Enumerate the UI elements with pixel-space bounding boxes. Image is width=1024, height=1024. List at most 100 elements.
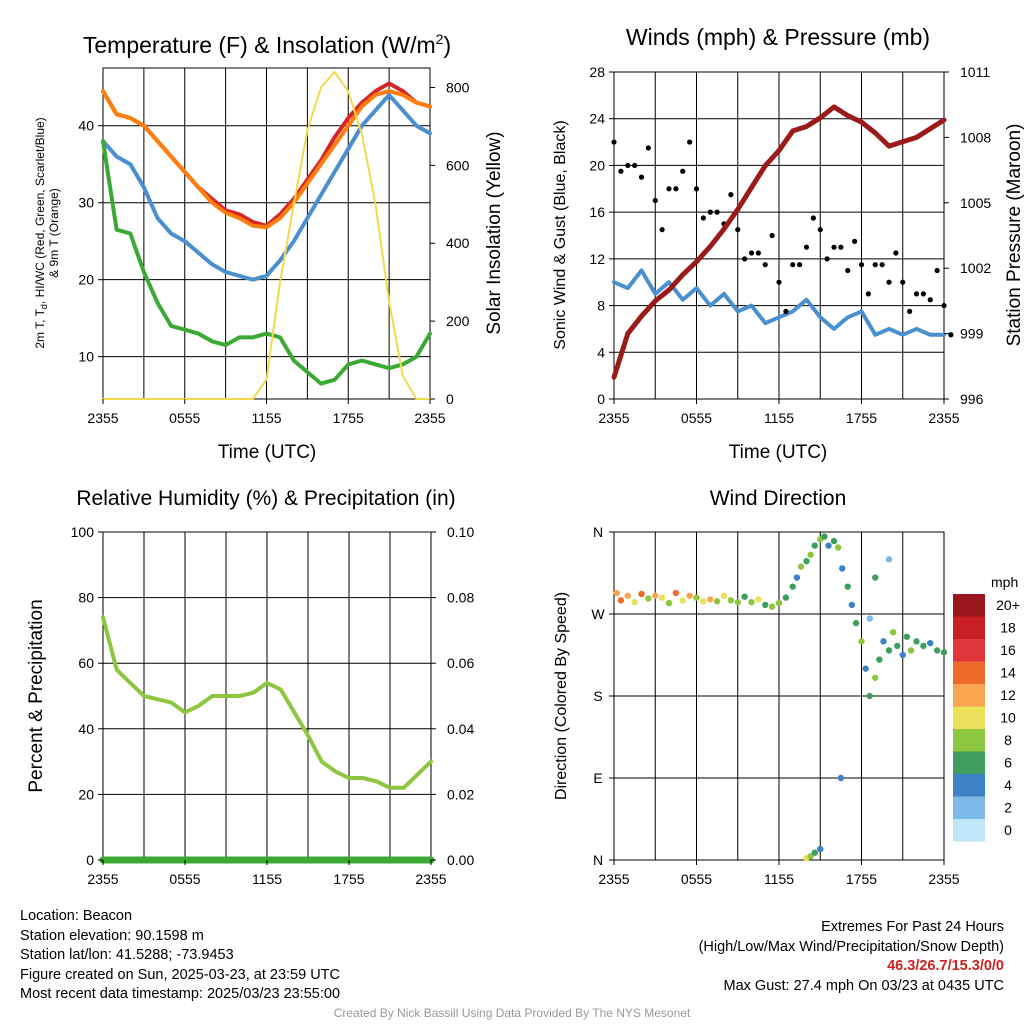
gust-point: [687, 139, 693, 145]
gust-point: [886, 279, 892, 285]
legend-label: 16: [1000, 642, 1016, 658]
gust-point: [920, 291, 926, 297]
y2-tick-label: 0.10: [447, 524, 474, 540]
gust-point: [673, 186, 679, 192]
gust-point: [735, 227, 741, 233]
gust-point: [879, 262, 885, 268]
gust-point: [707, 209, 713, 215]
gust-point: [803, 244, 810, 250]
wind-direction-point: [755, 596, 762, 603]
wind-direction-point: [907, 647, 915, 654]
winds-xlabel: Time (UTC): [729, 442, 828, 463]
extremes-subtitle: (High/Low/Max Wind/Precipitation/Snow De…: [698, 938, 1004, 955]
wind-direction-point: [811, 849, 818, 856]
y-tick-label: 0: [86, 852, 94, 868]
y2-tick-label: 1002: [960, 260, 991, 276]
gust-point: [900, 279, 906, 285]
elevation-text: Station elevation: 90.1598 m: [20, 927, 204, 944]
gust-point: [769, 232, 775, 239]
winds-panel: Winds (mph) & Pressure (mb) 2355 0555 1155…: [552, 24, 1024, 463]
y-tick-label: 80: [78, 590, 94, 606]
hi-wc-line: [101, 92, 432, 282]
legend-label: 14: [1000, 665, 1016, 681]
gust-point: [810, 215, 816, 221]
wind-direction-point: [880, 638, 887, 645]
x-tick-label: 1155: [764, 410, 794, 426]
x-tick-label: 2355: [87, 410, 118, 426]
direction-title: Wind Direction: [710, 487, 847, 510]
y2-tick-label: 200: [446, 313, 470, 329]
legend-swatch: [953, 594, 985, 617]
wind-direction-point: [741, 593, 748, 600]
wind-direction-point: [927, 639, 934, 647]
gust-point: [618, 168, 624, 174]
recent-data-text: Most recent data timestamp: 2025/03/23 2…: [20, 986, 341, 1002]
wind-direction-point: [858, 638, 865, 645]
x-tick-label: 1755: [846, 871, 877, 887]
y-tick-label: E: [593, 770, 602, 786]
y-tick-label: 28: [589, 64, 605, 80]
wind-direction-point: [811, 542, 818, 549]
wind-direction-point: [894, 642, 901, 650]
wind-direction-point: [617, 597, 625, 604]
wind-direction-point: [707, 596, 714, 603]
legend-swatch: [953, 751, 985, 774]
max-gust-text: Max Gust: 27.4 mph On 03/23 at 0435 UTC: [723, 977, 1004, 994]
wind-direction-point: [899, 651, 906, 659]
y-tick-label: N: [593, 852, 603, 868]
gust-point: [865, 291, 871, 297]
legend-label: 8: [1004, 732, 1012, 748]
y-tick-label: 20: [589, 157, 605, 173]
y-tick-label: S: [593, 688, 602, 704]
insolation-ylabel: Solar Insolation (Yellow): [484, 131, 505, 334]
y2-tick-label: 0: [446, 391, 454, 407]
x-tick-label: 0555: [681, 871, 712, 887]
wind-direction-point: [903, 633, 911, 640]
sonic-wind-line: [612, 268, 946, 337]
legend-swatch: [953, 774, 985, 797]
x-tick-label: 1755: [333, 410, 364, 426]
y-tick-label: 20: [78, 786, 94, 802]
y2-tick-label: 0.02: [447, 786, 474, 802]
x-tick-label: 2355: [415, 871, 446, 887]
x-tick-label: 1755: [846, 410, 877, 426]
wind-direction-point: [885, 556, 893, 563]
td-line: [101, 139, 432, 386]
gust-point: [948, 332, 954, 338]
legend-label: 4: [1004, 777, 1012, 793]
x-tick-label: 1155: [764, 871, 794, 887]
y-tick-label: 60: [78, 655, 94, 671]
y-tick-label: N: [593, 524, 603, 540]
wind-direction-point: [837, 774, 845, 782]
x-tick-label: 1155: [252, 871, 282, 887]
wind-direction-point: [645, 595, 652, 602]
wind-direction-point: [848, 601, 856, 609]
extremes-info: Extremes For Past 24 Hours (High/Low/Max…: [699, 918, 1004, 996]
x-tick-label: 2355: [414, 410, 445, 426]
x-tick-label: 1755: [333, 871, 364, 887]
x-tick-label: 2355: [598, 410, 629, 426]
wind-direction-point: [862, 665, 869, 672]
legend-swatch: [953, 639, 985, 662]
wind-direction-point: [672, 589, 680, 597]
wind-direction-point: [803, 557, 810, 565]
humidity-panel: Relative Humidity (%) & Precipitation (i…: [26, 487, 474, 887]
wind-direction-point: [844, 583, 851, 590]
winds-ylabel: Sonic Wind & Gust (Blue, Black): [552, 120, 569, 349]
wind-direction-point: [933, 647, 941, 654]
gust-point: [625, 162, 631, 169]
y-tick-label: 16: [589, 204, 605, 220]
gust-point: [762, 262, 768, 268]
wind-direction-point: [748, 598, 755, 606]
credit-text: Created By Nick Bassill Using Data Provi…: [333, 1006, 691, 1020]
wind-direction-point: [817, 845, 824, 853]
extremes-title: Extremes For Past 24 Hours: [821, 919, 1004, 935]
wind-direction-point: [679, 597, 686, 604]
wind-direction-point: [830, 537, 838, 545]
y-tick-label: 0: [597, 391, 605, 407]
legend-swatch: [953, 819, 985, 842]
y2-tick-label: 0.06: [447, 655, 474, 671]
wind-direction-point: [839, 565, 846, 572]
gust-point: [728, 192, 734, 198]
